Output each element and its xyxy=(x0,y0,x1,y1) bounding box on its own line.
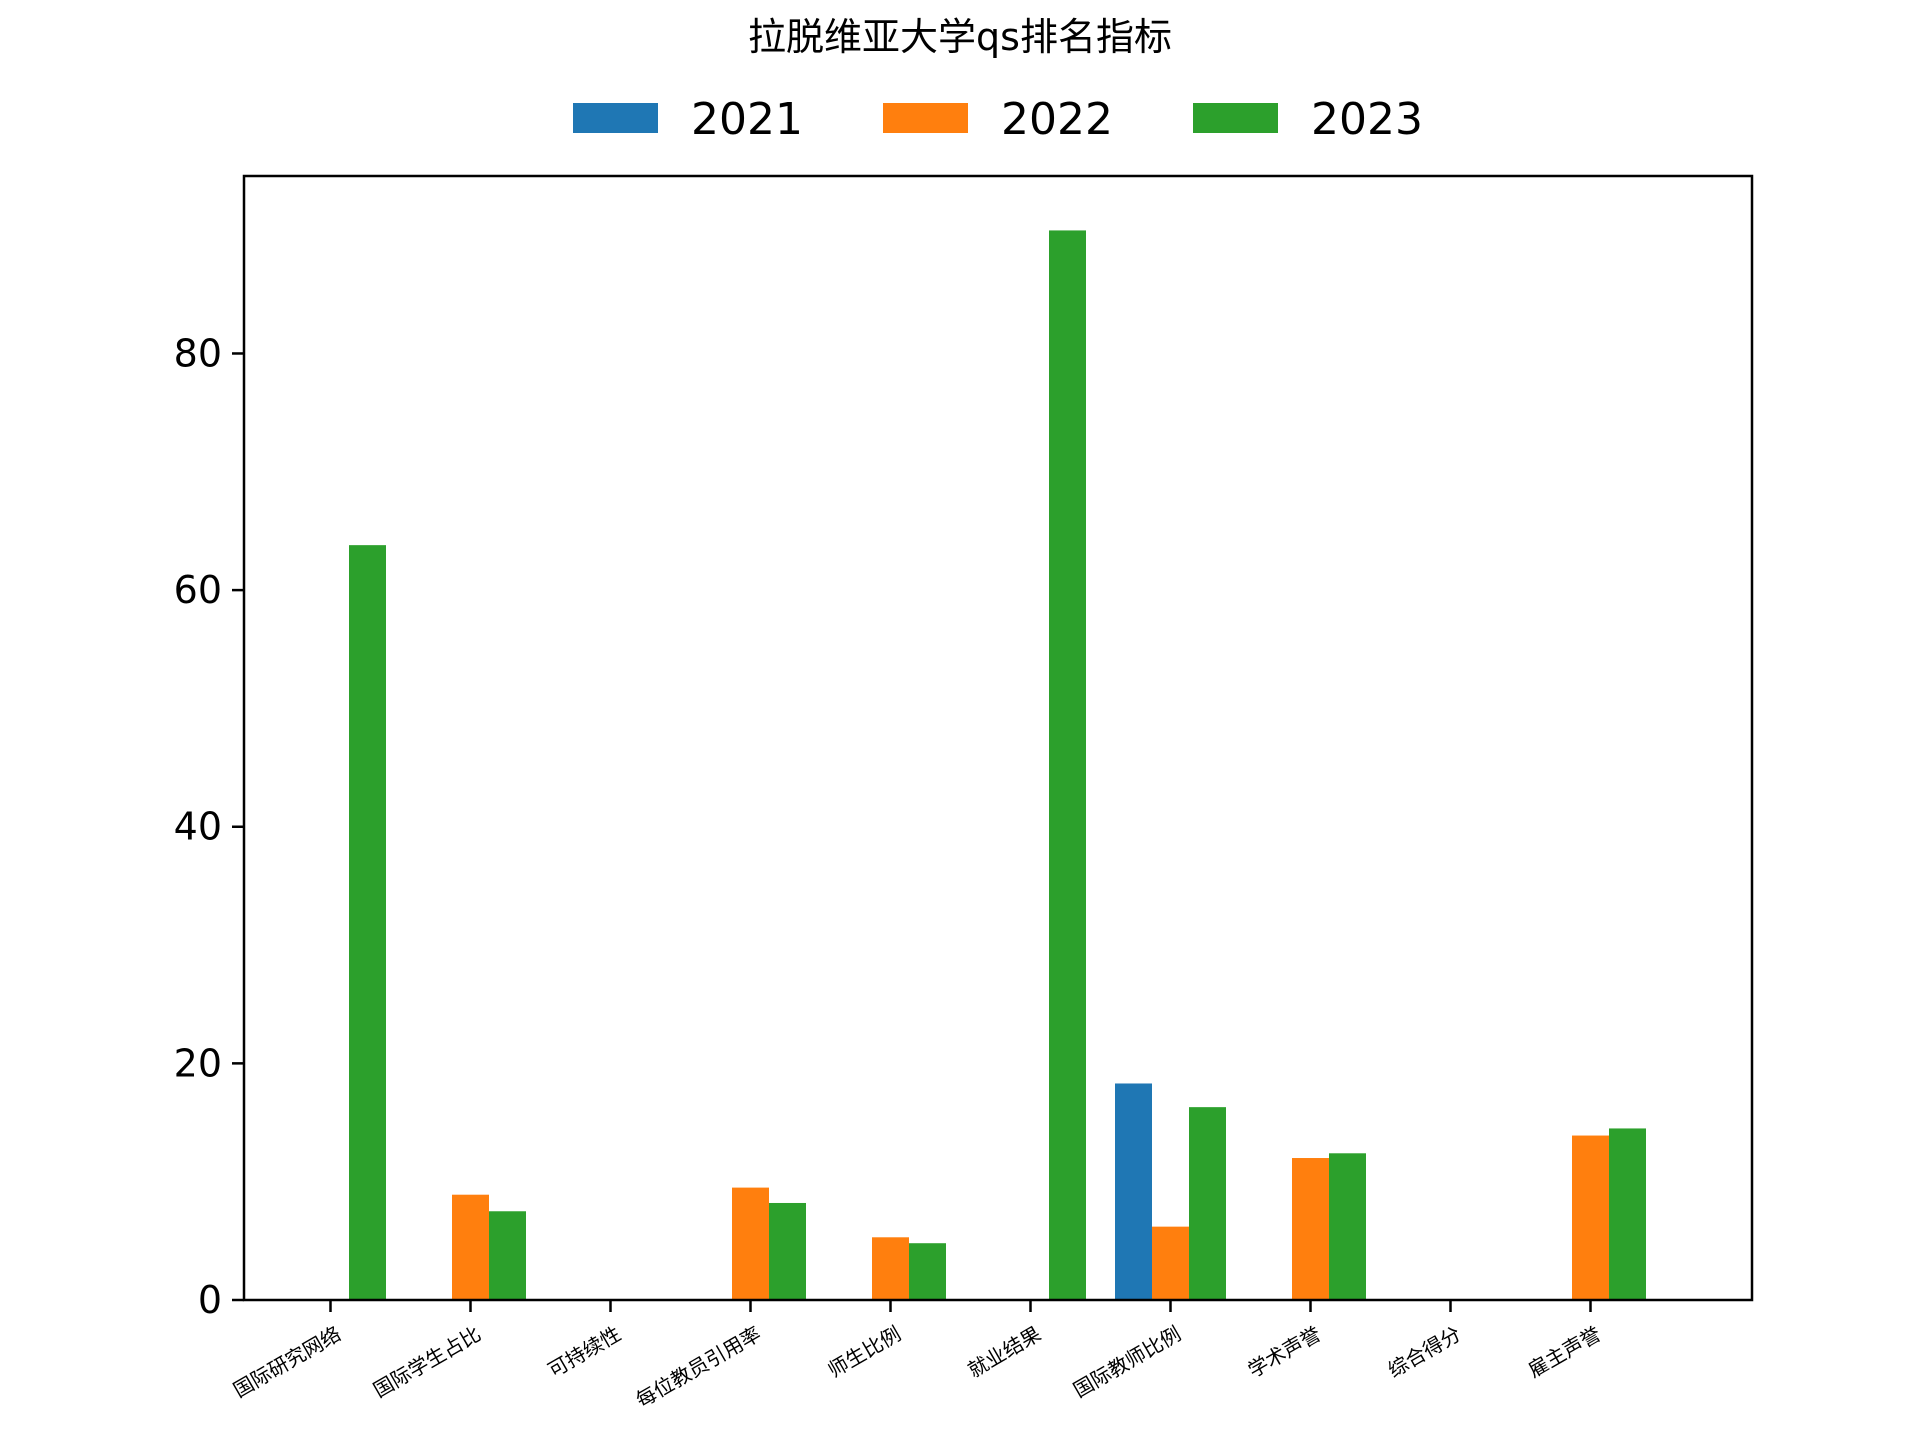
bar-2023-9 xyxy=(1609,1128,1646,1300)
bar-2023-4 xyxy=(909,1243,946,1300)
legend-label-2022: 2022 xyxy=(1001,94,1113,145)
x-tick-label-1: 国际学生占比 xyxy=(369,1322,485,1403)
legend-swatch-2021 xyxy=(573,103,658,133)
bar-2022-1 xyxy=(452,1194,489,1300)
bar-2022-3 xyxy=(732,1187,769,1300)
y-tick-label-40: 40 xyxy=(174,805,222,849)
legend-label-2021: 2021 xyxy=(691,94,803,145)
bar-2022-4 xyxy=(872,1237,909,1300)
x-tick-label-0: 国际研究网络 xyxy=(229,1322,345,1403)
chart-title: 拉脱维亚大学qs排名指标 xyxy=(748,15,1172,59)
x-tick-label-8: 综合得分 xyxy=(1384,1322,1465,1383)
x-tick-label-7: 学术声誉 xyxy=(1244,1322,1325,1383)
y-tick-label-20: 20 xyxy=(174,1041,222,1085)
legend-swatch-2022 xyxy=(883,103,968,133)
x-tick-label-6: 国际教师比例 xyxy=(1069,1322,1185,1403)
x-tick-label-2: 可持续性 xyxy=(544,1322,625,1383)
bar-2022-6 xyxy=(1152,1226,1189,1300)
bar-2023-6 xyxy=(1189,1107,1226,1300)
bar-2023-5 xyxy=(1049,230,1086,1300)
bar-2021-6 xyxy=(1115,1083,1152,1300)
bar-2022-7 xyxy=(1292,1158,1329,1300)
legend-swatch-2023 xyxy=(1193,103,1278,133)
plot-frame xyxy=(242,174,1754,1302)
x-tick-label-9: 雇主声誉 xyxy=(1524,1322,1605,1383)
bar-2023-0 xyxy=(349,545,386,1300)
y-tick-label-0: 0 xyxy=(198,1278,222,1322)
y-tick-label-80: 80 xyxy=(174,331,222,375)
y-tick-label-60: 60 xyxy=(174,568,222,612)
x-tick-label-3: 每位教员引用率 xyxy=(632,1322,765,1413)
legend-label-2023: 2023 xyxy=(1311,94,1423,145)
bar-2023-1 xyxy=(489,1211,526,1300)
bar-2023-3 xyxy=(769,1202,806,1300)
bar-2023-7 xyxy=(1329,1153,1366,1300)
legend: 2021 2022 2023 xyxy=(0,95,1920,145)
bar-2022-9 xyxy=(1572,1135,1609,1300)
x-tick-label-4: 师生比例 xyxy=(824,1322,905,1383)
x-tick-label-5: 就业结果 xyxy=(964,1322,1045,1383)
